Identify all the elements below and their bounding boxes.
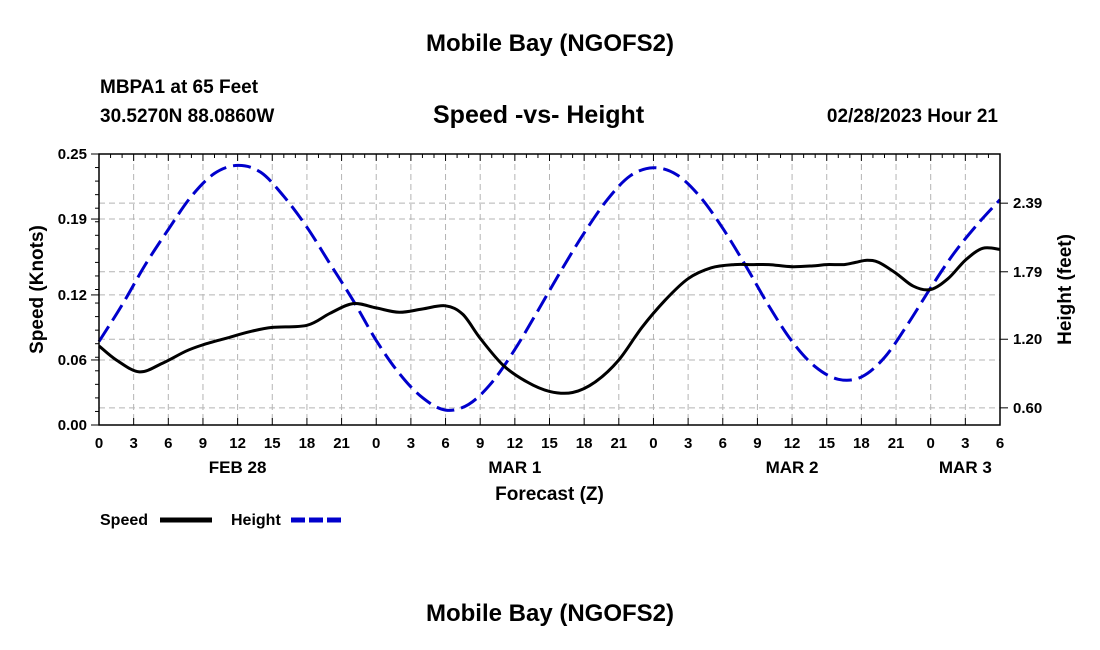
y2-axis-label: Height (feet) — [1055, 234, 1076, 345]
x-tick-label: 12 — [229, 435, 246, 452]
chart-title: Speed -vs- Height — [433, 101, 645, 129]
x-tick-label: 0 — [927, 435, 935, 452]
x-tick-label: 6 — [996, 435, 1004, 452]
x-tick-label: 3 — [407, 435, 415, 452]
forecast-time: 02/28/2023 Hour 21 — [826, 106, 998, 127]
y2-tick-label: 0.60 — [1013, 400, 1042, 417]
series-layer — [97, 163, 1002, 412]
date-label: FEB 28 — [209, 458, 267, 477]
x-axis-label: Forecast (Z) — [495, 484, 604, 505]
x-tick-label: 3 — [129, 435, 137, 452]
x-tick-label: 0 — [649, 435, 657, 452]
y-axis-label: Speed (Knots) — [27, 225, 48, 354]
x-tick-label: 6 — [719, 435, 727, 452]
x-tick-label: 0 — [372, 435, 380, 452]
height-series-line — [97, 163, 1002, 412]
legend: Speed Height — [100, 512, 343, 529]
x-tick-label: 0 — [95, 435, 103, 452]
x-tick-label: 9 — [199, 435, 207, 452]
y-tick-label: 0.19 — [58, 211, 87, 228]
x-tick-label: 3 — [961, 435, 969, 452]
x-tick-label: 9 — [476, 435, 484, 452]
x-tick-label: 9 — [753, 435, 761, 452]
x-tick-label: 15 — [541, 435, 558, 452]
x-tick-label: 21 — [333, 435, 350, 452]
date-label: MAR 3 — [939, 458, 992, 477]
speed-series-line — [98, 246, 1001, 395]
legend-speed-label: Speed — [100, 512, 148, 529]
x-tick-label: 18 — [576, 435, 593, 452]
x-tick-label: 18 — [853, 435, 870, 452]
y-tick-label: 0.25 — [58, 146, 87, 163]
x-tick-label: 12 — [784, 435, 801, 452]
date-label: MAR 1 — [488, 458, 541, 477]
y-tick-label: 0.00 — [58, 417, 87, 434]
station-label: MBPA1 at 65 Feet — [100, 77, 259, 98]
station-coordinates: 30.5270N 88.0860W — [100, 106, 275, 127]
x-tick-label: 3 — [684, 435, 692, 452]
legend-height-label: Height — [231, 512, 281, 529]
x-tick-label: 15 — [264, 435, 281, 452]
y-tick-label: 0.12 — [58, 287, 87, 304]
grid — [99, 154, 1000, 425]
x-tick-label: 21 — [888, 435, 905, 452]
x-tick-label: 18 — [299, 435, 316, 452]
page-title: Mobile Bay (NGOFS2) — [425, 30, 675, 57]
date-label: MAR 2 — [766, 458, 819, 477]
x-tick-label: 12 — [507, 435, 524, 452]
x-tick-label: 15 — [818, 435, 835, 452]
x-tick-label: 6 — [441, 435, 449, 452]
x-tick-label: 21 — [610, 435, 627, 452]
y2-tick-label: 1.20 — [1013, 331, 1042, 348]
y2-tick-label: 2.39 — [1013, 195, 1042, 212]
y-tick-label: 0.06 — [58, 352, 87, 369]
y2-tick-label: 1.79 — [1013, 264, 1042, 281]
bottom-title: Mobile Bay (NGOFS2) — [425, 600, 675, 627]
x-tick-label: 6 — [164, 435, 172, 452]
axes: 0 3 6 9 12 15 18 21 0 3 6 9 12 15 18 21 0 3 6 9 12 15 18 21 0 3 6 0… — [58, 146, 1042, 477]
